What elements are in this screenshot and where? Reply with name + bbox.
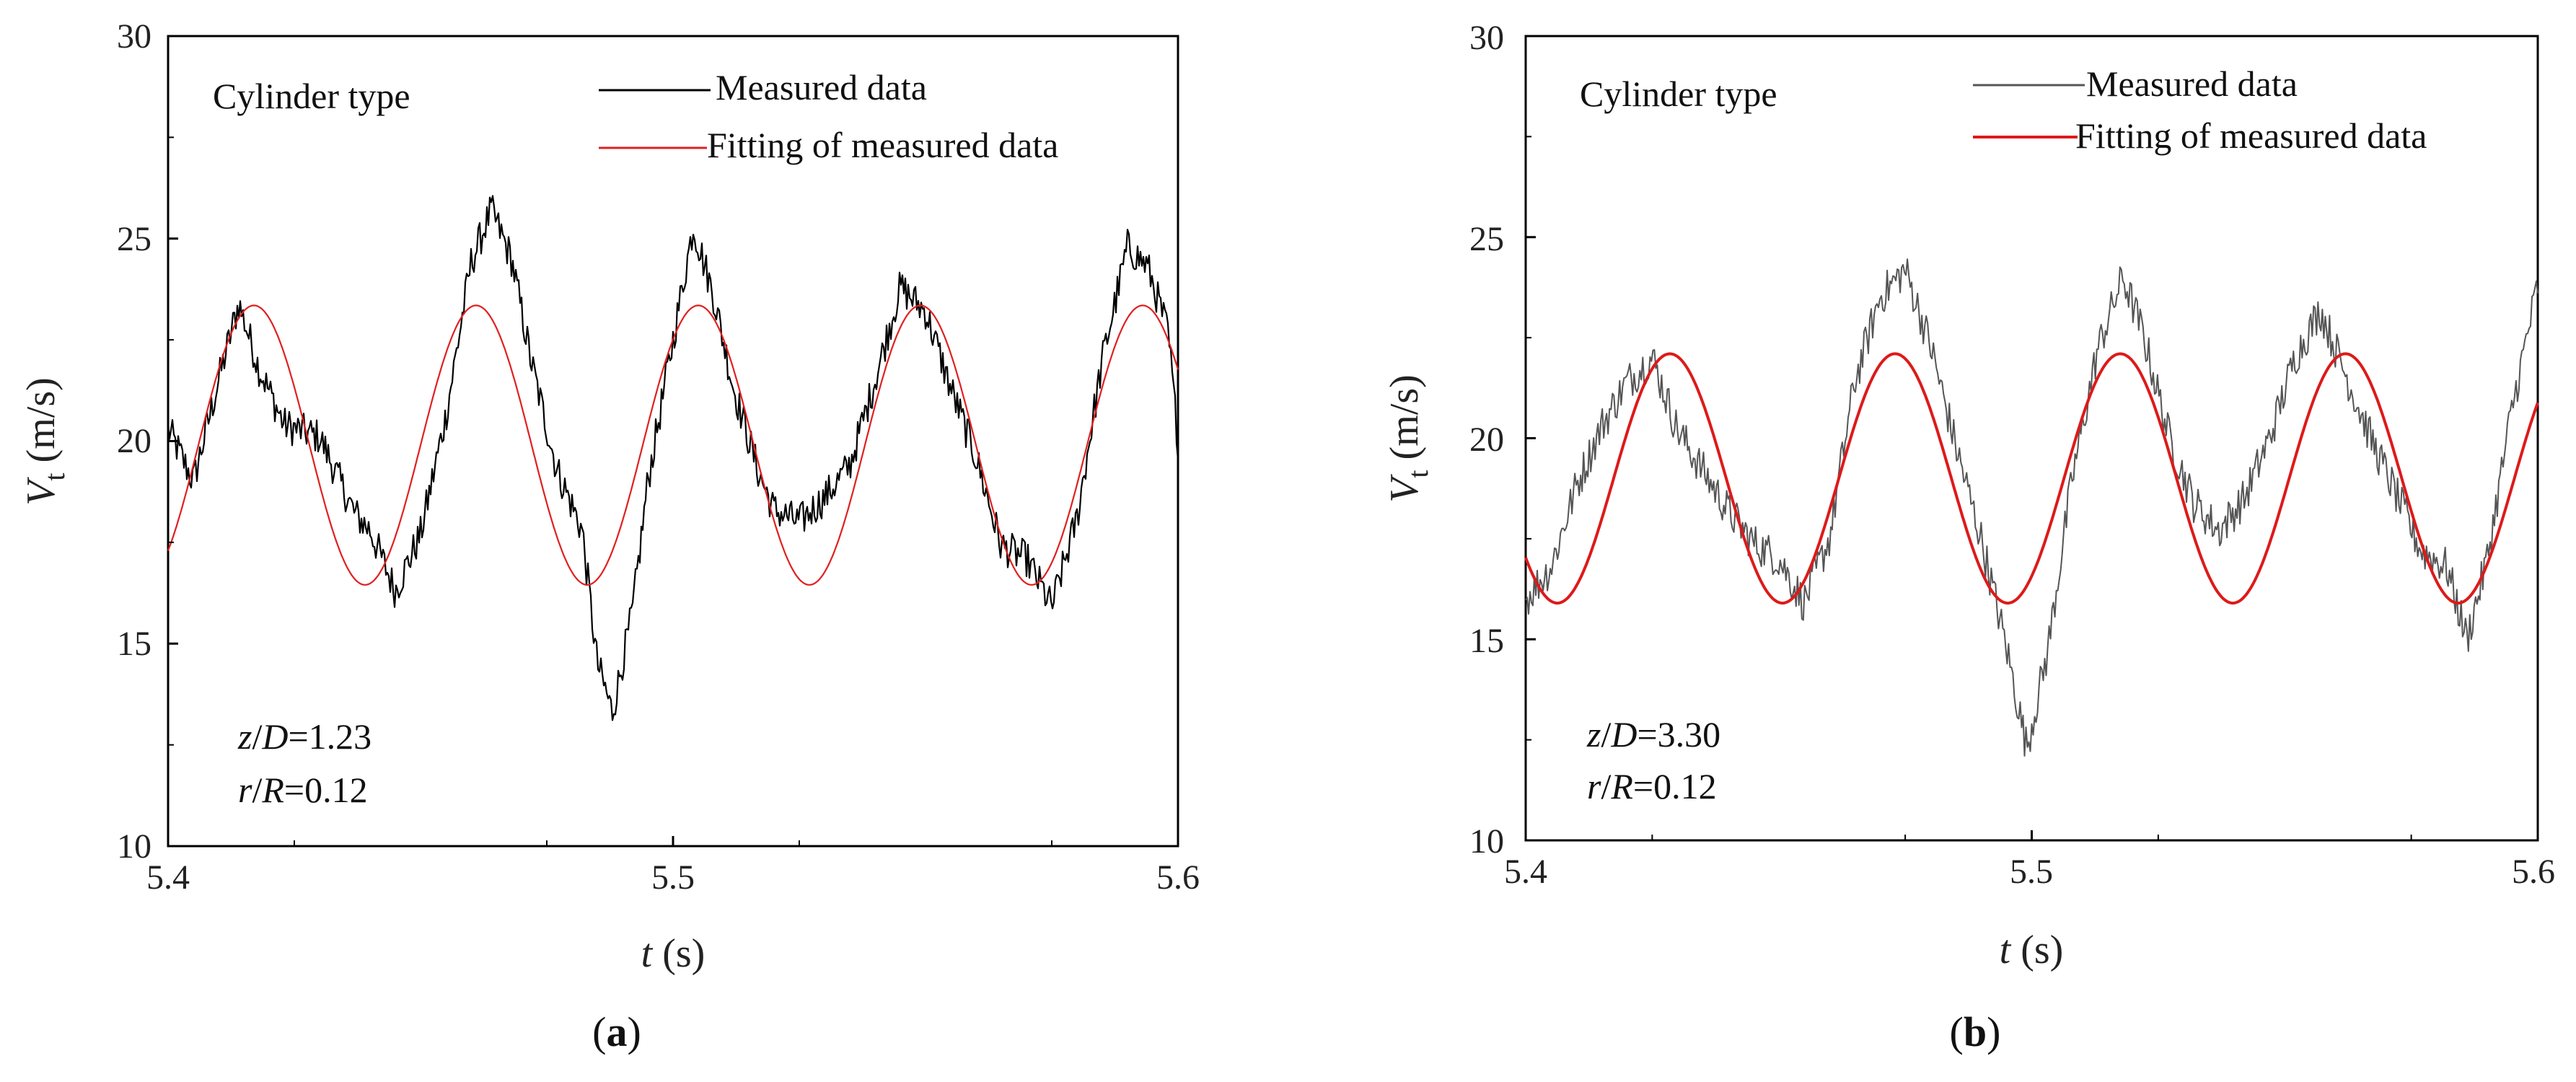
x-tick-label: 5.5 (651, 858, 695, 897)
tick-marks-a (167, 35, 1179, 848)
y-tick-label: 25 (117, 220, 151, 258)
y-tick-label: 20 (1469, 421, 1504, 459)
panel-caption-a: (a) (592, 1008, 641, 1055)
y-tick-label: 20 (117, 422, 151, 460)
series-layer-a (167, 195, 1179, 721)
annotation-r-over-r: r/R=0.12 (1587, 766, 1717, 806)
x-tick-label: 5.6 (1156, 858, 1200, 897)
x-tick-label: 5.4 (1504, 853, 1547, 891)
y-tick-label: 25 (1469, 220, 1504, 258)
legend-label-measured: Measured data (2086, 63, 2298, 104)
y-tick-label: 10 (117, 827, 151, 866)
y-axis-label: Vt (m/s) (1382, 374, 1434, 503)
legend-label-fitting: Fitting of measured data (2075, 115, 2427, 156)
x-tick-label: 5.6 (2512, 853, 2555, 891)
series-line-measured (167, 195, 1179, 721)
panel-a: 30 25 20 15 10 5.4 5.5 5.6 t (s) Vt (m/s… (19, 17, 1200, 1055)
series-layer-b (1524, 258, 2539, 757)
series-line-measured (1525, 258, 2538, 757)
y-axis-label: Vt (m/s) (19, 377, 71, 506)
x-axis-label: t (s) (641, 931, 705, 976)
x-tick-label: 5.5 (2010, 853, 2053, 891)
annotation-r-over-r: r/R=0.12 (238, 770, 368, 810)
y-tick-label: 15 (1469, 622, 1504, 660)
y-tick-label: 30 (1469, 19, 1504, 57)
series-line-fitting (1524, 352, 2539, 605)
legend-title: Cylinder type (1580, 74, 1777, 114)
x-tick-label: 5.4 (146, 858, 190, 897)
legend-label-fitting: Fitting of measured data (707, 125, 1058, 165)
legend-label-measured: Measured data (716, 67, 927, 107)
annotation-z-over-d: z/D=3.30 (1586, 714, 1720, 755)
x-axis-label: t (s) (2000, 928, 2064, 972)
y-tick-label: 15 (117, 625, 151, 663)
annotation-z-over-d: z/D=1.23 (237, 716, 372, 757)
y-tick-label: 10 (1469, 822, 1504, 861)
y-tick-label: 30 (117, 17, 151, 56)
series-line-fitting (167, 304, 1179, 586)
panel-b: 30 25 20 15 10 5.4 5.5 5.6 t (s) Vt (m/s… (1382, 19, 2555, 1055)
tick-marks-b (1524, 35, 2539, 842)
legend-title: Cylinder type (213, 76, 410, 116)
panel-caption-b: (b) (1950, 1008, 2001, 1055)
